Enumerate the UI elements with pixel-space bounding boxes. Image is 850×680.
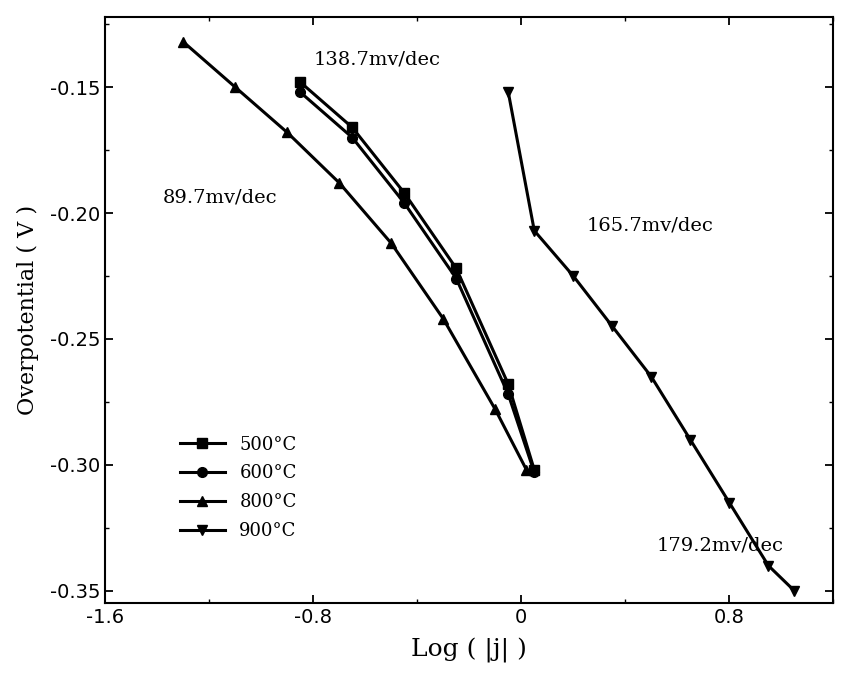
900°C	[530, 226, 540, 235]
500°C	[400, 189, 410, 197]
800°C	[439, 315, 449, 323]
600°C	[295, 88, 305, 97]
Text: 179.2mv/dec: 179.2mv/dec	[656, 537, 784, 554]
800°C	[521, 466, 531, 474]
500°C	[530, 466, 540, 474]
800°C	[230, 83, 241, 91]
Legend: 500°C, 600°C, 800°C, 900°C: 500°C, 600°C, 800°C, 900°C	[173, 428, 304, 547]
Text: 165.7mv/dec: 165.7mv/dec	[586, 217, 713, 235]
900°C	[646, 373, 656, 381]
Text: 89.7mv/dec: 89.7mv/dec	[162, 189, 277, 207]
800°C	[386, 239, 396, 248]
Line: 600°C: 600°C	[296, 87, 539, 477]
900°C	[685, 436, 695, 444]
Text: 138.7mv/dec: 138.7mv/dec	[314, 50, 440, 69]
900°C	[724, 498, 734, 507]
900°C	[607, 322, 617, 330]
500°C	[347, 123, 357, 131]
800°C	[334, 179, 344, 187]
600°C	[530, 469, 540, 477]
600°C	[347, 133, 357, 141]
600°C	[451, 275, 462, 283]
900°C	[568, 272, 578, 280]
500°C	[295, 78, 305, 86]
X-axis label: Log ( |j| ): Log ( |j| )	[411, 639, 527, 663]
600°C	[503, 390, 513, 398]
800°C	[490, 405, 501, 413]
800°C	[282, 129, 292, 137]
900°C	[790, 587, 800, 595]
Y-axis label: Overpotential ( V ): Overpotential ( V )	[17, 205, 39, 415]
Line: 500°C: 500°C	[296, 78, 539, 475]
900°C	[503, 88, 513, 97]
500°C	[503, 380, 513, 388]
900°C	[763, 562, 774, 570]
Line: 900°C: 900°C	[503, 87, 799, 596]
Line: 800°C: 800°C	[178, 37, 531, 475]
800°C	[178, 38, 189, 46]
500°C	[451, 265, 462, 273]
600°C	[400, 199, 410, 207]
